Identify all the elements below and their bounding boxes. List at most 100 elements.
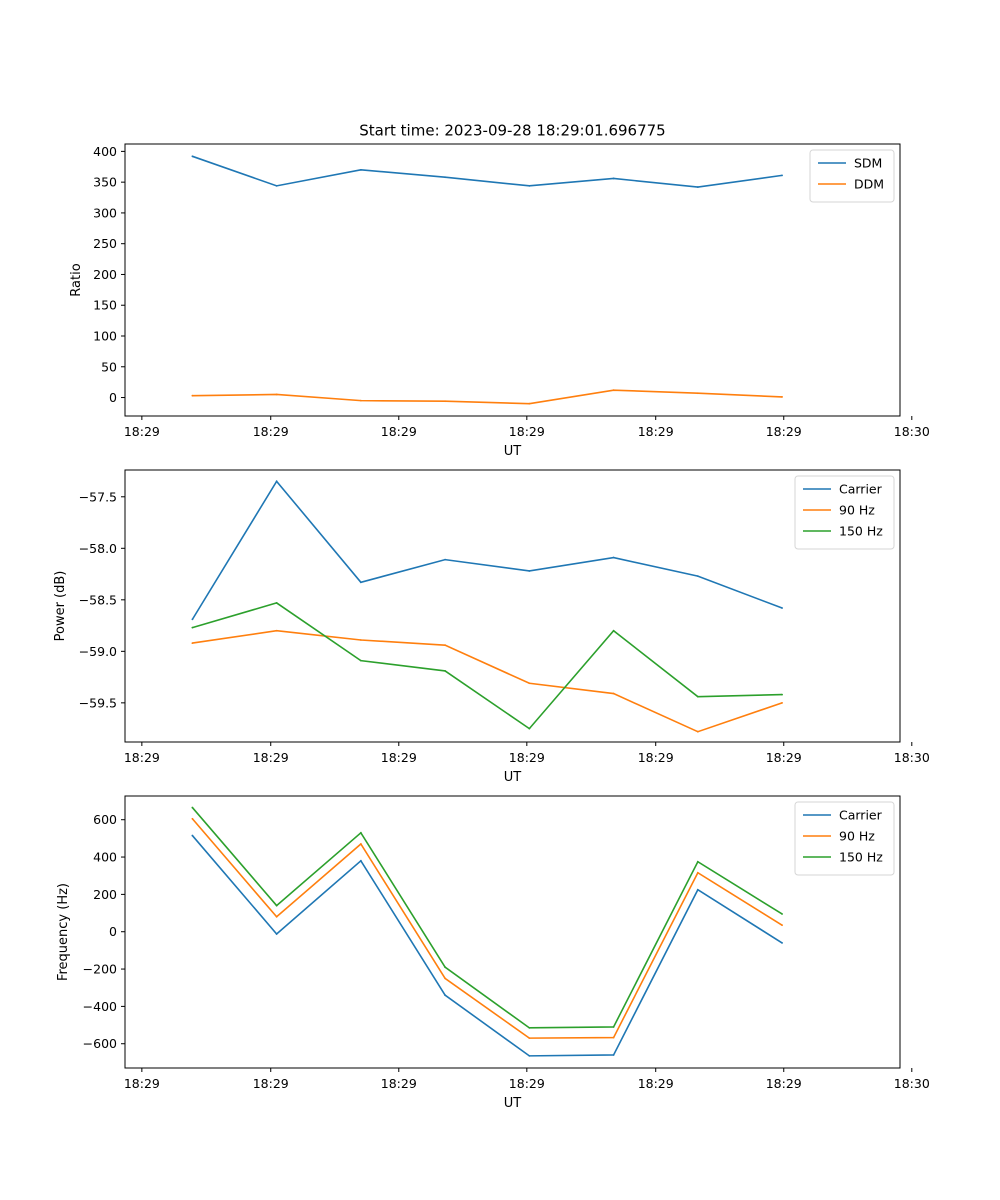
ratio-data-point-ddm: [612, 389, 615, 392]
power-legend-label: 90 Hz: [839, 503, 875, 518]
ratio-data-point-ddm: [444, 400, 447, 403]
power-series-line-carrier: [191, 479, 783, 620]
power-data-point-150-hz: [696, 695, 699, 698]
power-data-point-90-hz: [275, 629, 278, 632]
power-data-point-carrier: [191, 618, 194, 621]
power-data-point-carrier: [696, 575, 699, 578]
ratio-y-tick-label: 150: [93, 298, 117, 313]
power-x-tick-label: 18:30: [894, 750, 930, 765]
ratio-x-tick-label: 18:29: [638, 424, 674, 439]
ratio-y-tick-label: 200: [93, 267, 117, 282]
ratio-data-point-ddm: [275, 393, 278, 396]
frequency-panel: 18:29 18:29 18:29 18:29 18:29 18:29 18:30 −600 −…: [56, 795, 930, 1111]
frequency-series-line-90-hz: [191, 818, 783, 1039]
power-legend-label: Carrier: [839, 482, 883, 497]
ratio-y-tick-label: 100: [93, 329, 117, 344]
power-panel: 18:29 18:29 18:29 18:29 18:29 18:29 18:30 −59.5…: [53, 469, 930, 785]
frequency-data-point-carrier: [528, 1054, 531, 1057]
power-axes-frame: [124, 469, 901, 743]
power-data-point-90-hz: [781, 701, 783, 704]
power-data-point-150-hz: [528, 727, 531, 730]
frequency-x-tick-label: 18:29: [124, 1076, 160, 1091]
ratio-legend-label: SDM: [854, 156, 882, 171]
power-data-point-90-hz: [191, 642, 194, 644]
power-data-point-carrier: [612, 556, 615, 559]
power-series-line-150-hz: [192, 602, 783, 730]
frequency-data-point-carrier: [781, 942, 783, 944]
frequency-y-tick-label: −200: [83, 962, 117, 977]
power-x-tick-label: 18:29: [381, 750, 417, 765]
power-y-tick-label: −58.5: [79, 592, 117, 607]
frequency-data-point-90-hz: [612, 1036, 615, 1039]
frequency-data-point-carrier: [275, 933, 278, 935]
power-series-line-90-hz: [192, 629, 783, 733]
frequency-data-point-150-hz: [275, 904, 278, 907]
power-x-tick-label: 18:29: [638, 750, 674, 765]
ratio-x-axis-label: UT: [504, 444, 522, 459]
ratio-data-point-sdm: [612, 177, 615, 180]
ratio-data-point-ddm: [191, 394, 194, 397]
frequency-data-point-90-hz: [444, 977, 447, 980]
frequency-y-tick-label: 400: [93, 850, 117, 865]
frequency-legend-label: 90 Hz: [839, 829, 875, 844]
power-data-point-150-hz: [191, 626, 194, 629]
ratio-data-point-ddm: [528, 402, 531, 405]
frequency-data-point-150-hz: [781, 913, 783, 915]
frequency-series-line-150-hz: [191, 807, 783, 1029]
ratio-legend-label: DDM: [854, 177, 884, 192]
ratio-y-axis-label: Ratio: [69, 263, 84, 296]
frequency-y-tick-label: −400: [83, 999, 117, 1014]
power-y-tick-label: −57.5: [79, 489, 117, 504]
power-data-point-carrier: [781, 607, 783, 609]
power-data-point-150-hz: [359, 659, 362, 662]
frequency-x-tick-label: 18:29: [509, 1076, 545, 1091]
frequency-x-tick-label: 18:29: [766, 1076, 802, 1091]
ratio-data-point-sdm: [444, 176, 447, 179]
ratio-axes-frame: [124, 143, 901, 417]
frequency-data-point-150-hz: [612, 1026, 615, 1028]
ratio-y-tick-label: 400: [93, 144, 117, 159]
ratio-data-point-ddm: [781, 396, 783, 398]
frequency-data-point-150-hz: [528, 1026, 531, 1029]
ratio-data-point-sdm: [359, 168, 362, 171]
power-y-tick-label: −59.5: [79, 695, 117, 710]
frequency-x-tick-label: 18:29: [253, 1076, 289, 1091]
ratio-panel: 18:29 18:29 18:29 18:29 18:29 18:29 18:30 0 50 10…: [69, 143, 930, 459]
frequency-data-point-carrier: [612, 1054, 615, 1056]
ratio-data-point-sdm: [781, 174, 783, 177]
ratio-data-point-sdm: [528, 184, 531, 187]
ratio-y-tick-label: 300: [93, 205, 117, 220]
power-legend-label: 150 Hz: [839, 524, 883, 539]
ratio-y-tick-label: 350: [93, 175, 117, 190]
power-x-tick-label: 18:29: [253, 750, 289, 765]
ratio-x-tick-label: 18:30: [894, 424, 930, 439]
frequency-data-point-90-hz: [528, 1037, 531, 1040]
power-data-point-carrier: [528, 570, 531, 572]
ratio-series-line-sdm: [192, 155, 783, 188]
power-data-point-carrier: [444, 558, 447, 561]
frequency-x-tick-label: 18:29: [381, 1076, 417, 1091]
frequency-data-point-90-hz: [781, 924, 783, 927]
power-y-tick-label: −59.0: [79, 644, 117, 659]
ratio-x-tick-label: 18:29: [253, 424, 289, 439]
figure-title: Start time: 2023-09-28 18:29:01.696775: [359, 122, 665, 140]
ratio-series-line-ddm: [192, 389, 783, 405]
frequency-data-point-90-hz: [275, 915, 278, 918]
power-data-point-150-hz: [612, 629, 615, 632]
frequency-axes-frame: [124, 795, 901, 1069]
power-data-point-150-hz: [275, 602, 278, 604]
frequency-data-point-carrier: [191, 834, 194, 837]
power-data-point-carrier: [359, 581, 362, 584]
power-x-tick-label: 18:29: [766, 750, 802, 765]
frequency-data-point-90-hz: [696, 871, 699, 874]
power-legend: Carrier 90 Hz 150 Hz: [794, 475, 895, 550]
power-data-point-90-hz: [696, 730, 699, 733]
power-x-tick-label: 18:29: [124, 750, 160, 765]
frequency-x-axis-label: UT: [504, 1096, 522, 1111]
power-y-axis-label: Power (dB): [53, 571, 68, 642]
ratio-x-tick-label: 18:29: [381, 424, 417, 439]
frequency-data-point-90-hz: [191, 817, 194, 820]
frequency-y-tick-label: 600: [93, 812, 117, 827]
frequency-y-tick-label: 200: [93, 887, 117, 902]
ratio-data-point-sdm: [191, 155, 194, 158]
